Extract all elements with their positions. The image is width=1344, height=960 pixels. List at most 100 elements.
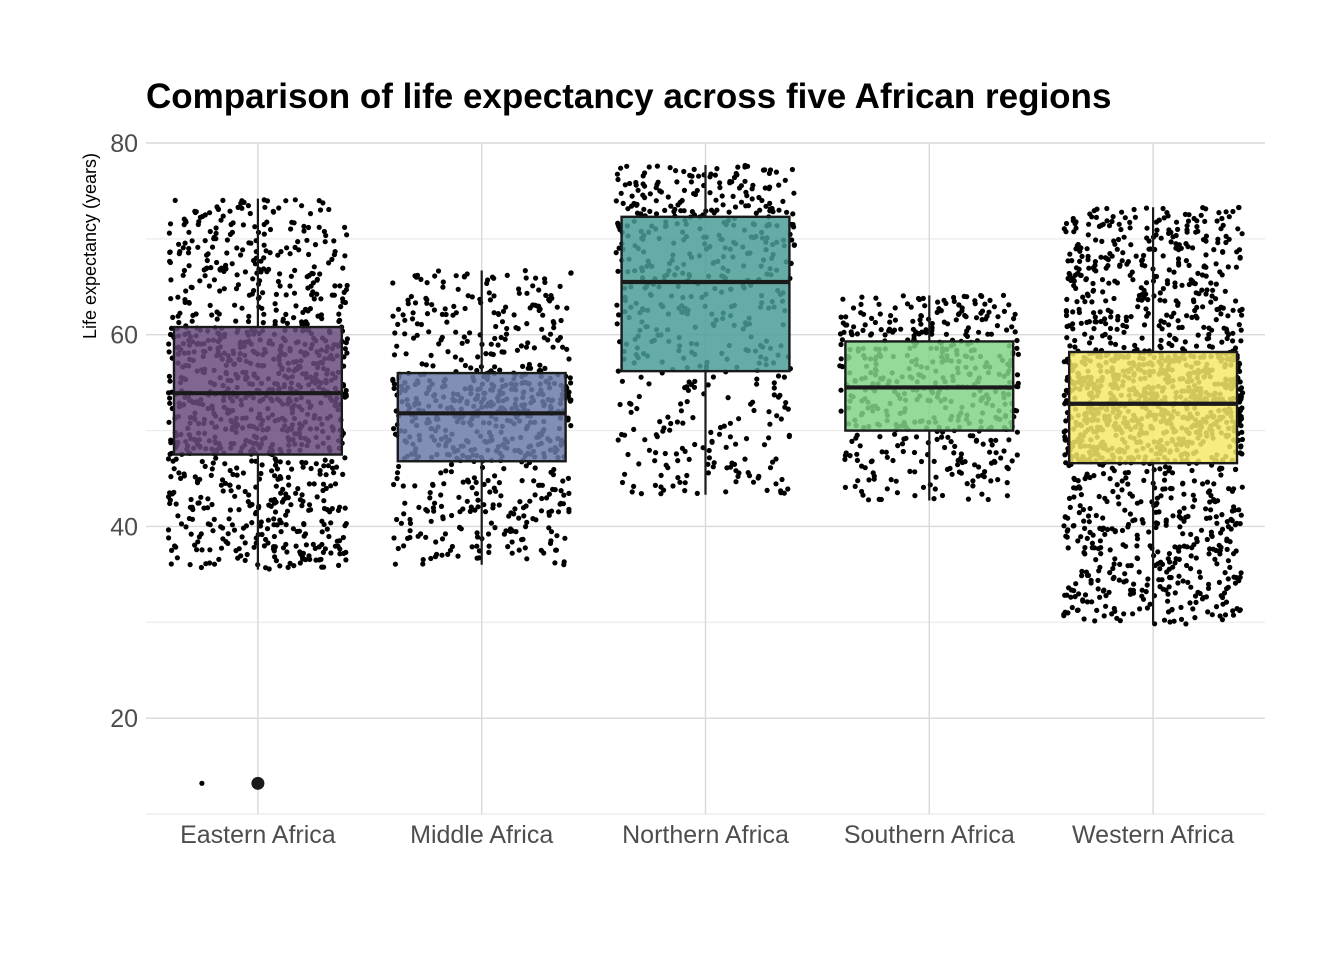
data-point [170, 314, 176, 320]
data-point [1015, 384, 1021, 390]
data-point [423, 534, 429, 540]
data-point [975, 473, 981, 479]
data-point [314, 277, 320, 283]
data-point [453, 273, 459, 279]
data-point [742, 162, 748, 169]
data-point [320, 549, 326, 556]
data-point [251, 544, 257, 550]
data-point [167, 500, 173, 507]
data-point [207, 547, 213, 553]
data-point [964, 328, 970, 334]
data-point [1085, 293, 1091, 299]
data-point [987, 297, 993, 303]
data-point [710, 464, 716, 470]
data-point [166, 341, 172, 347]
data-point [495, 342, 501, 348]
data-point [519, 537, 525, 543]
data-point [1063, 309, 1070, 315]
data-point [939, 492, 946, 499]
data-point [188, 496, 194, 503]
data-point [918, 313, 924, 319]
data-point [900, 448, 906, 455]
data-point [791, 224, 797, 230]
data-point [854, 451, 860, 457]
data-point [284, 508, 291, 514]
data-point [726, 209, 732, 215]
data-point [862, 322, 868, 328]
data-point [293, 490, 299, 496]
data-point [305, 224, 312, 231]
data-point [691, 166, 697, 172]
data-point [1116, 221, 1122, 227]
data-point [1190, 504, 1196, 510]
data-point [318, 296, 324, 302]
data-point [177, 310, 183, 316]
data-point [300, 498, 306, 504]
data-point [916, 331, 922, 337]
data-point [549, 508, 555, 514]
data-point [558, 317, 564, 324]
data-point [1109, 611, 1115, 617]
data-point [1221, 325, 1227, 331]
data-point [1124, 261, 1130, 267]
data-point [238, 200, 244, 206]
data-point [1070, 321, 1076, 327]
data-point [947, 465, 953, 471]
data-point [886, 328, 892, 334]
data-point [911, 449, 918, 456]
data-point [1089, 299, 1095, 305]
data-point [887, 319, 893, 325]
data-point [499, 319, 506, 325]
data-point [1239, 436, 1245, 443]
data-point [791, 242, 797, 248]
data-point [1175, 318, 1181, 324]
data-point [708, 429, 714, 435]
data-point [288, 273, 294, 279]
data-point [706, 447, 712, 454]
data-point [1207, 499, 1213, 505]
data-point [929, 331, 935, 337]
data-point [962, 459, 968, 465]
data-point [307, 211, 314, 217]
data-point [1214, 306, 1220, 313]
data-point [542, 279, 548, 285]
data-point [414, 332, 420, 338]
data-point [223, 539, 229, 545]
data-point [1076, 309, 1082, 316]
data-point [613, 198, 619, 204]
data-point [390, 313, 396, 319]
data-point [709, 439, 715, 445]
data-point [615, 437, 621, 443]
data-point [1214, 561, 1220, 567]
data-point [1111, 605, 1117, 612]
data-point [899, 441, 906, 447]
data-point [627, 180, 633, 187]
data-point [166, 494, 172, 500]
data-point [424, 508, 430, 514]
data-point [436, 341, 442, 347]
data-point [267, 226, 274, 233]
data-point [430, 481, 436, 487]
data-point [1175, 300, 1181, 306]
data-point [321, 228, 327, 235]
data-point [1193, 229, 1199, 235]
chart-title: Comparison of life expectancy across fiv… [146, 77, 1111, 116]
data-point [1114, 482, 1120, 488]
data-point [445, 551, 451, 558]
data-point [615, 368, 621, 374]
data-point [396, 463, 402, 470]
data-point [1107, 570, 1113, 576]
data-point [236, 507, 242, 513]
data-point [748, 401, 754, 407]
data-point [285, 460, 291, 466]
data-point [679, 445, 686, 451]
data-point [654, 163, 661, 169]
data-point [525, 340, 531, 346]
data-point [503, 528, 509, 534]
data-point [838, 387, 844, 393]
data-point [261, 255, 267, 261]
data-point [1166, 340, 1172, 347]
data-point [1093, 557, 1099, 563]
data-point [849, 438, 855, 444]
